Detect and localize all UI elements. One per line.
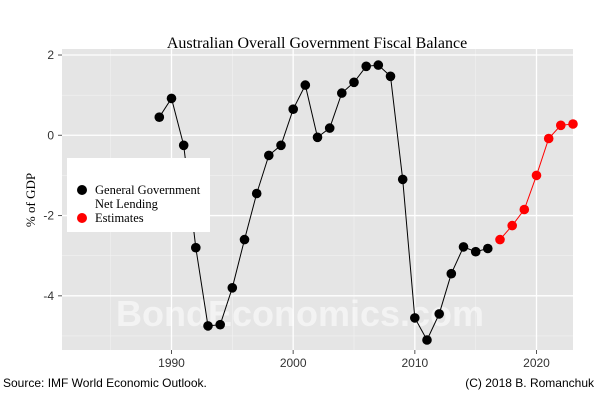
y-tick-label: -2: [43, 209, 54, 223]
data-point-general-government-net-lending: [397, 174, 408, 185]
data-point-general-government-net-lending: [288, 104, 299, 114]
legend-label-estimates: Estimates: [95, 211, 144, 225]
chart-title: Australian Overall Government Fiscal Bal…: [167, 35, 467, 52]
data-point-general-government-net-lending: [349, 77, 359, 88]
data-point-general-government-net-lending: [276, 140, 286, 151]
x-tick-label: 1990: [158, 356, 185, 370]
data-point-general-government-net-lending: [361, 61, 372, 72]
series-line-general-government-net-lending: [158, 64, 488, 342]
data-point-general-government-net-lending: [470, 246, 481, 257]
data-point-general-government-net-lending: [434, 309, 445, 319]
data-point-general-government-net-lending: [154, 112, 165, 122]
data-point-general-government-net-lending: [264, 150, 274, 161]
data-point-general-government-net-lending: [312, 132, 323, 143]
legend-label-net-lending-line2: Net Lending: [95, 197, 159, 211]
data-point-general-government-net-lending: [337, 88, 347, 98]
legend-marker-estimates: [77, 213, 87, 223]
data-point-estimates: [531, 170, 542, 181]
y-tick-label: -4: [43, 289, 54, 303]
data-point-estimates: [568, 119, 578, 129]
data-point-general-government-net-lending: [410, 313, 420, 323]
data-point-general-government-net-lending: [324, 123, 335, 133]
x-tick-label: 2010: [401, 356, 428, 370]
legend-marker-net-lending: [77, 185, 87, 195]
data-point-estimates: [543, 133, 554, 144]
series: [154, 60, 578, 345]
data-point-estimates: [507, 220, 517, 231]
x-tick-label: 2000: [280, 356, 307, 370]
data-point-general-government-net-lending: [215, 319, 225, 330]
data-point-general-government-net-lending: [191, 242, 201, 253]
legend: General Government Net Lending Estimates: [67, 158, 210, 232]
data-point-general-government-net-lending: [300, 80, 311, 90]
y-axis-label: % of GDP: [23, 173, 38, 227]
data-point-general-government-net-lending: [458, 242, 469, 252]
legend-box: [67, 158, 210, 232]
data-point-general-government-net-lending: [239, 234, 250, 245]
data-point-general-government-net-lending: [446, 268, 457, 279]
copyright-note: (C) 2018 B. Romanchuk: [465, 376, 595, 390]
data-point-general-government-net-lending: [203, 321, 213, 331]
data-point-general-government-net-lending: [251, 188, 262, 199]
data-point-general-government-net-lending: [178, 140, 189, 151]
y-tick-label: 0: [47, 128, 54, 142]
data-point-general-government-net-lending: [385, 71, 396, 82]
data-point-general-government-net-lending: [373, 60, 384, 70]
legend-label-net-lending-line1: General Government: [95, 183, 201, 197]
y-tick-label: 2: [47, 48, 54, 62]
data-point-general-government-net-lending: [483, 243, 493, 254]
data-point-general-government-net-lending: [422, 335, 432, 345]
axes: 1990 2000 2010 2020 -4 -2 0 2: [43, 48, 550, 370]
data-point-general-government-net-lending: [227, 283, 238, 293]
watermark: BondEconomics.com: [116, 293, 484, 334]
x-tick-label: 2020: [523, 356, 550, 370]
source-note: Source: IMF World Economic Outlook.: [3, 376, 207, 390]
data-point-estimates: [519, 204, 530, 215]
data-point-estimates: [556, 120, 566, 131]
data-point-estimates: [495, 234, 505, 245]
data-point-general-government-net-lending: [166, 93, 177, 104]
